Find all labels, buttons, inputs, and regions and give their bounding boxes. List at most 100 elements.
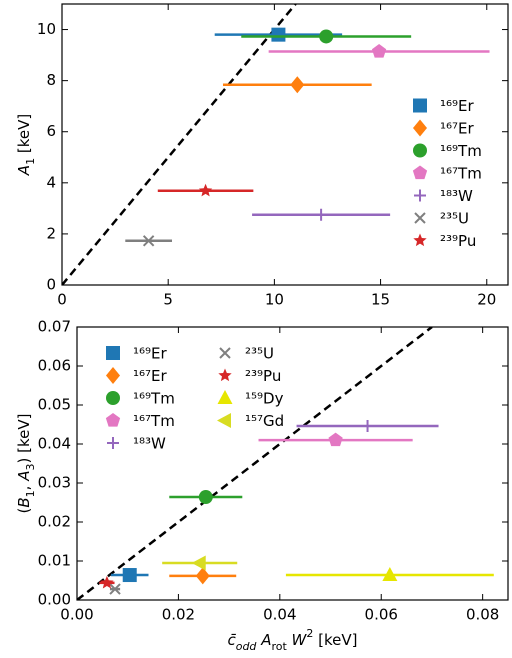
- legend-marker: [106, 391, 120, 405]
- x-tick-label: 0.06: [365, 606, 398, 624]
- label-part: 2: [306, 627, 313, 640]
- legend-marker: [414, 212, 426, 224]
- legend-label: ¹⁶⁹Er: [133, 345, 168, 363]
- y-tick-label: 0.01: [38, 552, 71, 570]
- y-axis-label: (B1, A3) [keV]: [15, 414, 37, 514]
- label-part: rot: [271, 640, 287, 653]
- label-part: W: [287, 631, 308, 649]
- legend-label: ¹⁵⁹Dy: [245, 390, 284, 408]
- x-tick-label: 15: [371, 291, 390, 309]
- marker: [195, 567, 210, 585]
- x-tick-label: 20: [477, 291, 496, 309]
- y-tick-label: 6: [46, 122, 56, 140]
- legend-label: ¹⁸³W: [440, 187, 473, 205]
- label-part: A: [15, 471, 33, 482]
- marker: [191, 555, 206, 571]
- marker: [122, 568, 137, 583]
- axes-frame: [61, 3, 509, 286]
- panel: 0.00 0.02 0.04 0.06 0.08 0.00 0.01 0.02 0.03 0.04…: [15, 318, 509, 653]
- legend: ¹⁶⁹Er ¹⁶⁷Er ¹⁶⁹Tm ¹⁶⁷Tm ¹⁸³W ²³⁵U ²³⁹Pu: [412, 97, 482, 250]
- label-part: ,: [15, 481, 33, 491]
- label-part: (: [15, 508, 33, 514]
- marker: [319, 29, 334, 44]
- label-part: A: [15, 165, 33, 176]
- reference-line: [62, 4, 297, 285]
- x-tick-label: 5: [163, 291, 173, 309]
- x-tick-label: 0: [57, 291, 67, 309]
- legend-marker: [218, 368, 232, 382]
- marker: [142, 235, 155, 247]
- legend-marker: [412, 165, 428, 180]
- marker: [328, 432, 343, 447]
- legend-label: ¹⁵⁷Gd: [245, 412, 284, 430]
- y-tick-label: 0.03: [38, 474, 71, 492]
- legend-label: ¹⁶⁷Er: [440, 120, 475, 138]
- y-tick-label: 4: [46, 173, 56, 191]
- legend-marker: [106, 346, 120, 360]
- y-tick-label: 0: [46, 276, 56, 294]
- legend-marker: [219, 347, 231, 359]
- marker: [371, 44, 387, 58]
- legend-marker: [106, 367, 120, 384]
- legend-marker: [413, 98, 427, 113]
- label-part: 1: [24, 158, 37, 165]
- panel: 0 5 10 15 20 0 2 4 6 8 10 ¹⁶⁹Er ¹⁶⁷Er ¹⁶⁹Tm ¹⁶⁷Tm ¹⁸³W ²…: [15, 3, 509, 309]
- label-part: A: [256, 631, 271, 649]
- x-tick-label: 0.04: [263, 606, 296, 624]
- x-tick-label: 0.02: [162, 606, 195, 624]
- x-axis-label: c̄odd Arot W2 [keV]: [227, 627, 357, 653]
- marker: [271, 27, 286, 42]
- legend-marker: [413, 233, 427, 247]
- x-tick-label: 10: [265, 291, 284, 309]
- legend-marker: [107, 437, 119, 449]
- marker: [198, 490, 213, 505]
- plot-area: [99, 420, 494, 595]
- legend-marker: [413, 143, 427, 158]
- x-tick-label: 0.00: [60, 606, 93, 624]
- legend-label: ²³⁵U: [245, 345, 274, 363]
- label-part: c̄: [227, 631, 236, 649]
- legend-label: ¹⁶⁷Er: [133, 367, 168, 385]
- marker: [382, 567, 398, 582]
- y-tick-label: 0.06: [38, 357, 71, 375]
- legend-marker: [414, 189, 426, 202]
- marker: [198, 183, 213, 197]
- marker: [100, 575, 114, 589]
- legend-marker: [105, 413, 121, 427]
- label-part: [keV]: [15, 114, 33, 158]
- legend-label: ¹⁶⁷Tm: [133, 412, 175, 430]
- y-tick-label: 0.07: [38, 318, 71, 336]
- y-tick-label: 8: [46, 71, 56, 89]
- legend-label: ²³⁵U: [440, 210, 469, 228]
- legend-marker: [413, 119, 427, 137]
- legend-label: ¹⁸³W: [133, 435, 166, 453]
- legend-label: ¹⁶⁹Tm: [133, 390, 175, 408]
- y-tick-label: 2: [46, 224, 56, 242]
- reference-line: [77, 327, 433, 600]
- marker: [315, 208, 328, 221]
- y-tick-label: 0.04: [38, 435, 71, 453]
- axes-frame: [76, 326, 509, 601]
- legend-label: ¹⁶⁷Tm: [440, 165, 482, 183]
- y-tick-label: 0.05: [38, 396, 71, 414]
- marker: [109, 583, 121, 595]
- y-axis-label: A1 [keV]: [15, 114, 37, 176]
- legend: ¹⁶⁹Er ¹⁶⁷Er ¹⁶⁹Tm ¹⁶⁷Tm ¹⁸³W ²³⁵U ²³⁹Pu ¹⁵⁹Dy ¹⁵…: [105, 345, 284, 453]
- label-part: odd: [236, 640, 258, 653]
- y-tick-label: 0.02: [38, 513, 71, 531]
- marker: [290, 76, 305, 94]
- label-part: B: [15, 497, 33, 507]
- legend-marker: [217, 413, 231, 428]
- legend-label: ²³⁹Pu: [440, 232, 476, 250]
- legend-label: ¹⁶⁹Tm: [440, 142, 482, 160]
- y-tick-label: 10: [37, 20, 56, 38]
- label-part: 3: [24, 464, 37, 471]
- legend-marker: [217, 390, 233, 404]
- marker: [361, 420, 374, 433]
- label-part: 1: [24, 490, 37, 497]
- label-part: [keV]: [313, 631, 357, 649]
- legend-label: ¹⁶⁹Er: [440, 97, 475, 115]
- y-tick-label: 0.00: [38, 591, 71, 609]
- legend-label: ²³⁹Pu: [245, 367, 281, 385]
